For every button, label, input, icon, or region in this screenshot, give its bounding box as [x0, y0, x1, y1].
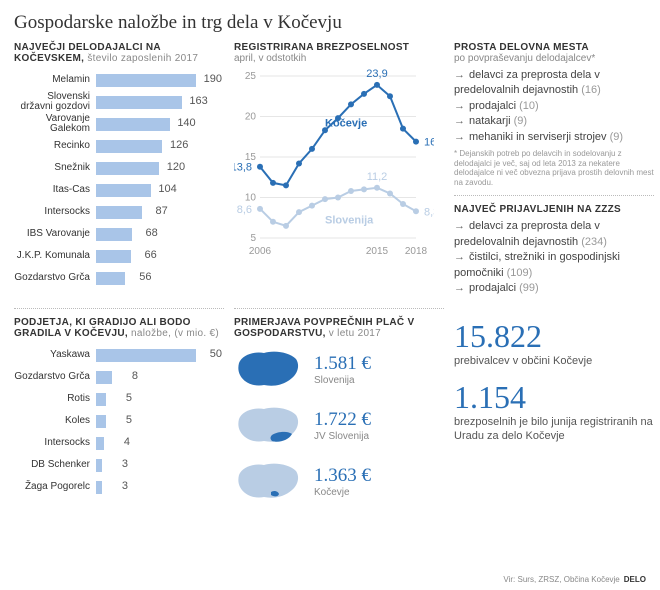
- bar-row: IBS Varovanje68: [14, 224, 224, 244]
- employers-title: NAJVEČJI DELODAJALCI NA KOČEVSKEM, števi…: [14, 42, 224, 64]
- svg-text:5: 5: [250, 233, 256, 244]
- bar-row: DB Schenker3: [14, 455, 224, 475]
- bar-row: Koles5: [14, 411, 224, 431]
- svg-text:16,9: 16,9: [424, 137, 434, 149]
- list-item: →natakarji (9): [454, 114, 654, 129]
- unemployment-panel: REGISTRIRANA BREZPOSELNOST april, v odst…: [234, 42, 444, 290]
- slovenia-map-icon: [234, 401, 304, 449]
- wage-row: 1.581 € Slovenija: [234, 345, 444, 393]
- vacancies-subtitle: po povpraševanju delodajalcev*: [454, 53, 654, 64]
- bar-row: Žaga Pogorelc3: [14, 477, 224, 497]
- vacancies-footnote: * Dejanskih potreb po delavcih in sodelo…: [454, 149, 654, 187]
- svg-text:2018: 2018: [405, 246, 428, 257]
- investments-panel: PODJETJA, KI GRADIJO ALI BODO GRADILA V …: [14, 300, 224, 513]
- main-title: Gospodarske naložbe in trg dela v Kočevj…: [14, 12, 646, 34]
- bar-row: Rotis5: [14, 389, 224, 409]
- list-item: →čistilci, strežniki in gospodinjski pom…: [454, 250, 654, 281]
- bar-row: Snežnik120: [14, 158, 224, 178]
- bar-row: Melamin190: [14, 70, 224, 90]
- right-column: PROSTA DELOVNA MESTA po povpraševanju de…: [454, 42, 654, 513]
- zzzs-title: NAJVEČ PRIJAVLJENIH NA ZZZS: [454, 204, 654, 215]
- bar-row: J.K.P. Komunala66: [14, 246, 224, 266]
- employers-panel: NAJVEČJI DELODAJALCI NA KOČEVSKEM, števi…: [14, 42, 224, 290]
- svg-text:Slovenija: Slovenija: [325, 215, 374, 227]
- bar-row: Intersocks4: [14, 433, 224, 453]
- unemployment-subtitle: april, v odstotkih: [234, 53, 444, 64]
- list-item: →prodajalci (10): [454, 99, 654, 114]
- svg-text:2006: 2006: [249, 246, 272, 257]
- bar-row: Recinko126: [14, 136, 224, 156]
- svg-text:25: 25: [245, 71, 257, 82]
- list-item: →prodajalci (99): [454, 281, 654, 296]
- svg-text:20: 20: [245, 112, 257, 123]
- bar-row: Varovanje Galekom140: [14, 114, 224, 134]
- bar-row: Itas-Cas104: [14, 180, 224, 200]
- wage-row: 1.363 € Kočevje: [234, 457, 444, 505]
- slovenia-map-icon: [234, 345, 304, 393]
- svg-text:8,3: 8,3: [424, 206, 434, 218]
- list-item: →delavci za preprosta dela v predelovaln…: [454, 68, 654, 99]
- vacancies-title: PROSTA DELOVNA MESTA: [454, 42, 654, 53]
- wage-row: 1.722 € JV Slovenija: [234, 401, 444, 449]
- svg-text:10: 10: [245, 193, 257, 204]
- wages-panel: PRIMERJAVA POVPREČNIH PLAČ V GOSPODARSTV…: [234, 300, 444, 513]
- bar-row: Gozdarstvo Grča8: [14, 367, 224, 387]
- svg-text:13,8: 13,8: [234, 162, 252, 174]
- bar-row: Slovenski državni gozdovi163: [14, 92, 224, 112]
- bar-row: Intersocks87: [14, 202, 224, 222]
- bar-row: Yaskawa50: [14, 345, 224, 365]
- svg-text:Kočevje: Kočevje: [325, 118, 367, 130]
- bar-row: Gozdarstvo Grča56: [14, 268, 224, 288]
- stat-population: 15.822 prebivalcev v občini Kočevje: [454, 320, 654, 368]
- slovenia-map-icon: [234, 457, 304, 505]
- svg-text:2015: 2015: [366, 246, 389, 257]
- unemployment-title: REGISTRIRANA BREZPOSELNOST: [234, 42, 444, 53]
- svg-text:8,6: 8,6: [237, 204, 252, 216]
- svg-text:11,2: 11,2: [367, 171, 388, 183]
- svg-text:23,9: 23,9: [366, 68, 387, 80]
- list-item: →delavci za preprosta dela v predelovaln…: [454, 219, 654, 250]
- investments-title: PODJETJA, KI GRADIJO ALI BODO GRADILA V …: [14, 317, 224, 339]
- stat-unemployed: 1.154 brezposelnih je bilo junija regist…: [454, 381, 654, 444]
- list-item: →mehaniki in serviserji strojev (9): [454, 130, 654, 145]
- wages-title: PRIMERJAVA POVPREČNIH PLAČ V GOSPODARSTV…: [234, 317, 444, 339]
- source-line: Vir: Surs, ZRSZ, Občina KočevjeDELO: [503, 575, 646, 584]
